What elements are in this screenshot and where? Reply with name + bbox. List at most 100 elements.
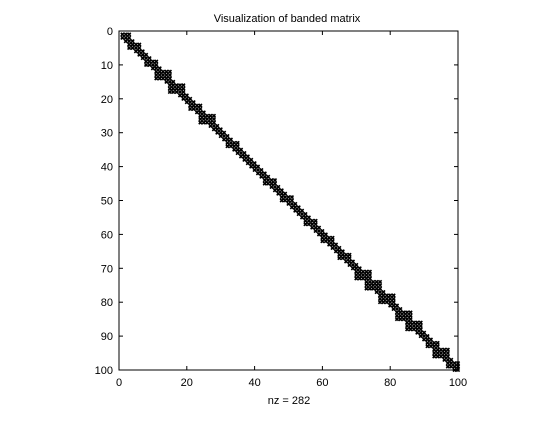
nonzero-marker: [371, 286, 376, 291]
nonzero-marker: [147, 59, 152, 64]
y-tick-label: 90: [101, 331, 113, 343]
nonzero-marker: [242, 150, 247, 156]
nonzero-marker: [198, 113, 203, 118]
nonzero-marker: [452, 361, 457, 366]
nonzero-marker: [445, 350, 450, 356]
nonzero-marker: [171, 79, 176, 85]
nonzero-marker: [154, 62, 159, 68]
chart-title: Visualization of banded matrix: [214, 13, 361, 25]
nonzero-marker: [354, 269, 359, 274]
nonzero-marker: [198, 120, 203, 125]
nonzero-marker: [191, 106, 196, 112]
nonzero-marker: [394, 303, 400, 308]
nonzero-marker: [323, 235, 328, 240]
nonzero-marker: [157, 69, 162, 74]
nonzero-marker: [323, 239, 328, 244]
nonzero-marker: [296, 205, 301, 210]
nonzero-marker: [262, 171, 267, 176]
nonzero-marker: [310, 218, 315, 224]
nonzero-marker: [435, 340, 440, 346]
nonzero-marker: [425, 337, 430, 342]
nonzero-marker: [330, 242, 335, 247]
nonzero-marker: [310, 225, 315, 230]
nonzero-marker: [354, 266, 359, 271]
nonzero-marker: [347, 259, 352, 264]
nonzero-marker: [238, 150, 244, 156]
nonzero-marker: [137, 49, 142, 54]
nonzero-marker: [262, 174, 267, 179]
nonzero-marker: [198, 106, 203, 112]
nonzero-marker: [252, 161, 257, 166]
nonzero-marker: [384, 293, 389, 298]
nonzero-marker: [160, 72, 166, 78]
nonzero-marker: [432, 347, 437, 352]
nonzero-marker: [337, 252, 342, 257]
nonzero-marker: [252, 164, 257, 169]
nonzero-marker: [313, 218, 318, 224]
nonzero-marker: [449, 357, 454, 362]
nonzero-marker: [259, 167, 264, 173]
nonzero-marker: [167, 89, 173, 95]
nonzero-marker: [137, 45, 142, 51]
nonzero-marker: [391, 303, 396, 308]
nonzero-marker: [255, 167, 261, 173]
nonzero-marker: [418, 327, 423, 332]
nonzero-marker: [371, 279, 376, 285]
nonzero-marker: [347, 255, 352, 261]
nonzero-marker: [259, 171, 264, 176]
nonzero-marker: [279, 191, 284, 196]
nonzero-marker: [350, 266, 356, 271]
nonzero-marker: [211, 116, 217, 122]
nonzero-marker: [171, 89, 176, 95]
nonzero-marker: [293, 208, 298, 213]
nonzero-marker: [398, 313, 403, 318]
nonzero-marker: [391, 306, 396, 312]
nonzero-marker: [306, 222, 312, 227]
nonzero-marker: [157, 66, 162, 71]
nonzero-marker: [208, 120, 213, 125]
nonzero-marker: [147, 55, 152, 61]
nonzero-marker: [320, 228, 325, 234]
nonzero-marker: [388, 293, 393, 298]
nonzero-marker: [367, 279, 373, 285]
nonzero-marker: [350, 262, 356, 268]
nonzero-marker: [408, 310, 413, 315]
nonzero-marker: [364, 279, 369, 285]
nonzero-marker: [167, 76, 173, 81]
nonzero-marker: [208, 123, 213, 129]
nonzero-marker: [215, 127, 220, 132]
nonzero-marker: [445, 347, 450, 352]
y-tick-label: 30: [101, 128, 113, 140]
nonzero-marker: [174, 89, 179, 95]
nonzero-marker: [445, 357, 450, 362]
nonzero-marker: [421, 330, 427, 335]
nonzero-marker: [143, 59, 149, 64]
nonzero-marker: [123, 35, 128, 40]
nonzero-marker: [310, 222, 315, 227]
nonzero-marker: [337, 249, 342, 254]
nonzero-marker: [337, 245, 342, 251]
nonzero-marker: [374, 283, 379, 288]
x-tick-label: 40: [248, 377, 260, 389]
nonzero-marker: [171, 83, 176, 88]
nonzero-marker: [337, 255, 342, 261]
nonzero-marker: [242, 157, 247, 162]
nonzero-marker: [211, 113, 217, 118]
nonzero-marker: [367, 286, 373, 291]
nonzero-marker: [228, 137, 234, 142]
nonzero-marker: [269, 184, 274, 190]
nonzero-marker: [449, 364, 454, 369]
nonzero-marker: [143, 62, 149, 68]
nonzero-marker: [204, 116, 210, 122]
nonzero-marker: [377, 283, 383, 288]
nonzero-marker: [269, 177, 274, 183]
nonzero-marker: [398, 310, 403, 315]
nonzero-marker: [442, 350, 447, 356]
nonzero-marker: [188, 103, 193, 108]
nonzero-marker: [245, 157, 250, 162]
nonzero-marker: [286, 201, 291, 207]
nonzero-marker: [381, 300, 386, 305]
nonzero-marker: [404, 313, 410, 318]
nonzero-marker: [123, 39, 128, 44]
